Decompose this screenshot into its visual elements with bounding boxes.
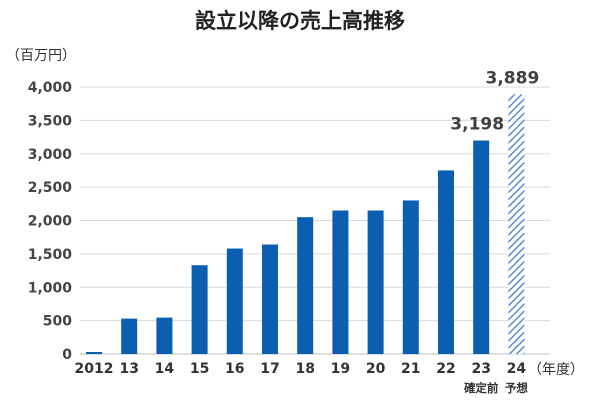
bar (156, 317, 173, 354)
x-tick-label: 23 (471, 361, 490, 377)
labels: 0 500 1,000 1,500 2,000 2,500 3,000 3,500 4,000 2… (28, 68, 540, 395)
bar (226, 248, 243, 354)
y-tick-label: 4,000 (28, 80, 73, 96)
x-axis-unit: （年度） (528, 362, 584, 378)
x-tick-label: 20 (366, 361, 386, 377)
x-tick-label: 17 (260, 361, 279, 377)
bar (332, 210, 349, 354)
x-tick-label: 21 (401, 361, 420, 377)
bar (86, 351, 102, 354)
bar (367, 210, 384, 354)
x-sublabel: 確定前 (464, 381, 499, 395)
y-axis-unit: （百万円） (6, 48, 76, 64)
y-tick-label: 0 (62, 347, 72, 363)
x-tick-label: 18 (295, 361, 314, 377)
bar (262, 244, 278, 354)
x-tick-label: 19 (331, 361, 350, 377)
bar (297, 217, 314, 354)
bar (121, 318, 138, 354)
x-tick-label: 15 (190, 361, 209, 377)
forecast-bar (508, 94, 525, 355)
x-tick-label: 16 (225, 361, 244, 377)
y-tick-label: 2,000 (28, 214, 73, 230)
x-tick-label: 14 (155, 361, 175, 377)
bar (191, 265, 208, 354)
x-tick-label: 2012 (75, 361, 114, 377)
data-label: 3,198 (450, 115, 504, 135)
data-label: 3,889 (486, 68, 540, 88)
x-tick-label: 22 (436, 361, 455, 377)
y-tick-label: 1,500 (28, 247, 73, 263)
bars (86, 94, 525, 355)
bar (473, 140, 490, 354)
y-tick-label: 2,500 (28, 180, 73, 196)
x-tick-label: 24 (507, 361, 527, 377)
bar (402, 200, 419, 354)
chart-title: 設立以降の売上高推移 (195, 9, 405, 33)
y-tick-label: 500 (43, 314, 72, 330)
y-tick-label: 3,500 (28, 113, 73, 129)
y-tick-label: 3,000 (28, 147, 73, 163)
y-tick-label: 1,000 (28, 280, 73, 296)
bar (438, 170, 454, 354)
x-tick-label: 13 (119, 361, 138, 377)
x-sublabel: 予想 (505, 381, 528, 395)
